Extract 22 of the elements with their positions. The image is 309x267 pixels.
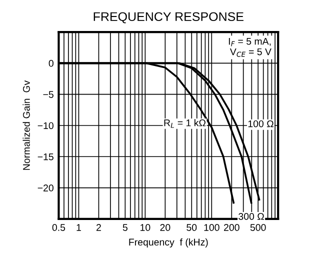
annotation: I$_{F}$ = 5 mA, V$_{CE}$ = 5 V (228, 38, 272, 57)
y-tick-label: −5 (43, 91, 54, 98)
chart-title: FREQUENCY RESPONSE (94, 12, 244, 24)
y-tick-label: −20 (38, 184, 54, 192)
y-axis-title: Normalized Gain Gv (22, 80, 30, 170)
x-tick-label: 20 (160, 224, 170, 231)
x-tick-label: 500 (250, 224, 266, 231)
x-tick-label: 0.5 (52, 224, 66, 231)
x-axis-title: Frequency f (kHz) (129, 238, 208, 248)
x-tick-label: 100 (204, 224, 220, 231)
y-tick-label: 0 (48, 60, 54, 67)
series-label: 100 Ω (248, 120, 274, 128)
x-tick-label: 10 (140, 224, 150, 231)
x-tick-label: 200 (224, 224, 240, 231)
series-label: 300 Ω (238, 213, 264, 220)
x-tick-label: 2 (96, 224, 101, 231)
series-label: R$_{L}$ = 1 kΩ (164, 119, 206, 128)
x-tick-label: 5 (122, 224, 128, 231)
x-tick-label: 1 (76, 224, 81, 231)
y-tick-label: −15 (38, 153, 54, 160)
x-tick-label: 50 (186, 224, 197, 231)
y-tick-label: −10 (38, 122, 54, 130)
